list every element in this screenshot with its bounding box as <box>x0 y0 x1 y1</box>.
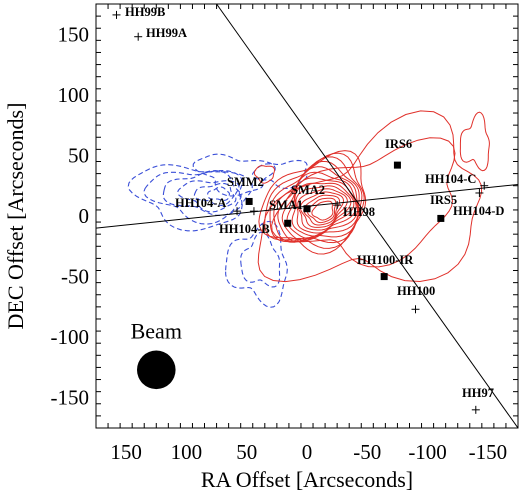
redshifted-contour <box>459 111 490 172</box>
label-sma2: SMA2 <box>291 183 325 197</box>
y-tick-label: 0 <box>79 204 90 228</box>
redshifted-contour <box>253 165 276 184</box>
y-axis-title: DEC Offset [Arcseconds] <box>3 103 28 330</box>
blueshifted-contour <box>162 170 242 217</box>
x-tick-label: 100 <box>171 440 203 464</box>
blueshifted-contour <box>240 231 281 288</box>
x-tick-label: -100 <box>408 440 447 464</box>
label-hh104-c: HH104-C <box>425 172 476 186</box>
y-tick-label: -150 <box>51 386 90 410</box>
label-irs6: IRS6 <box>385 137 412 151</box>
redshifted-contour <box>291 182 355 237</box>
square-marker <box>284 219 292 227</box>
x-tick-label: -50 <box>353 440 381 464</box>
label-sma1: SMA1 <box>269 198 303 212</box>
label-hh100-ir: HH100-IR <box>357 253 414 267</box>
label-hh99a: HH99A <box>146 26 187 40</box>
redshifted-contour <box>264 152 365 249</box>
label-hh104-a: HH104-A <box>175 196 226 210</box>
square-marker <box>303 205 311 213</box>
blueshifted-contour <box>193 182 235 206</box>
redshifted-contour <box>295 185 352 234</box>
x-axis-title: RA Offset [Arcseconds] <box>201 467 413 492</box>
blueshifted-contour <box>251 159 308 190</box>
square-marker <box>245 197 253 205</box>
x-tick-label: 150 <box>110 440 142 464</box>
label-hh97: HH97 <box>462 386 494 400</box>
redshifted-contour <box>258 150 367 255</box>
label-hh98: HH98 <box>343 205 375 219</box>
label-smm2: SMM2 <box>227 175 264 189</box>
redshifted-contour <box>303 194 341 226</box>
x-tick-label: -150 <box>469 440 508 464</box>
label-irs5: IRS5 <box>430 193 457 207</box>
square-marker <box>393 161 401 169</box>
beam-ellipse <box>136 350 176 390</box>
label-hh104-b: HH104-B <box>219 222 270 236</box>
y-tick-label: -100 <box>51 325 90 349</box>
blueshifted-contour <box>207 186 230 201</box>
outflow-axis-line <box>216 4 518 428</box>
y-tick-label: 150 <box>58 22 90 46</box>
axis-ticks <box>95 3 519 429</box>
y-tick-label: 100 <box>58 83 90 107</box>
label-hh99b: HH99B <box>125 5 165 19</box>
y-tick-label: -50 <box>61 265 89 289</box>
axis-tick-labels: 150 100 50 0 -50 -100 -150 150 100 50 0 -50 -100 -150 <box>51 22 508 464</box>
redshifted-contour <box>271 137 456 268</box>
plot-frame <box>95 3 519 429</box>
x-tick-label: 0 <box>302 440 313 464</box>
label-hh100: HH100 <box>397 284 435 298</box>
source-markers <box>112 10 489 414</box>
square-marker <box>437 214 445 222</box>
x-tick-label: 50 <box>236 440 257 464</box>
redshifted-contour <box>297 188 348 231</box>
redshifted-contour <box>311 200 334 221</box>
beam-label: Beam <box>131 319 182 344</box>
redshifted-contour <box>299 191 345 228</box>
y-tick-label: 50 <box>68 143 89 167</box>
label-hh104-d: HH104-D <box>453 204 504 218</box>
blueshifted-contour <box>192 153 276 197</box>
square-marker <box>380 273 388 281</box>
redshifted-contour <box>257 110 483 283</box>
blueshifted-contour <box>127 164 253 232</box>
